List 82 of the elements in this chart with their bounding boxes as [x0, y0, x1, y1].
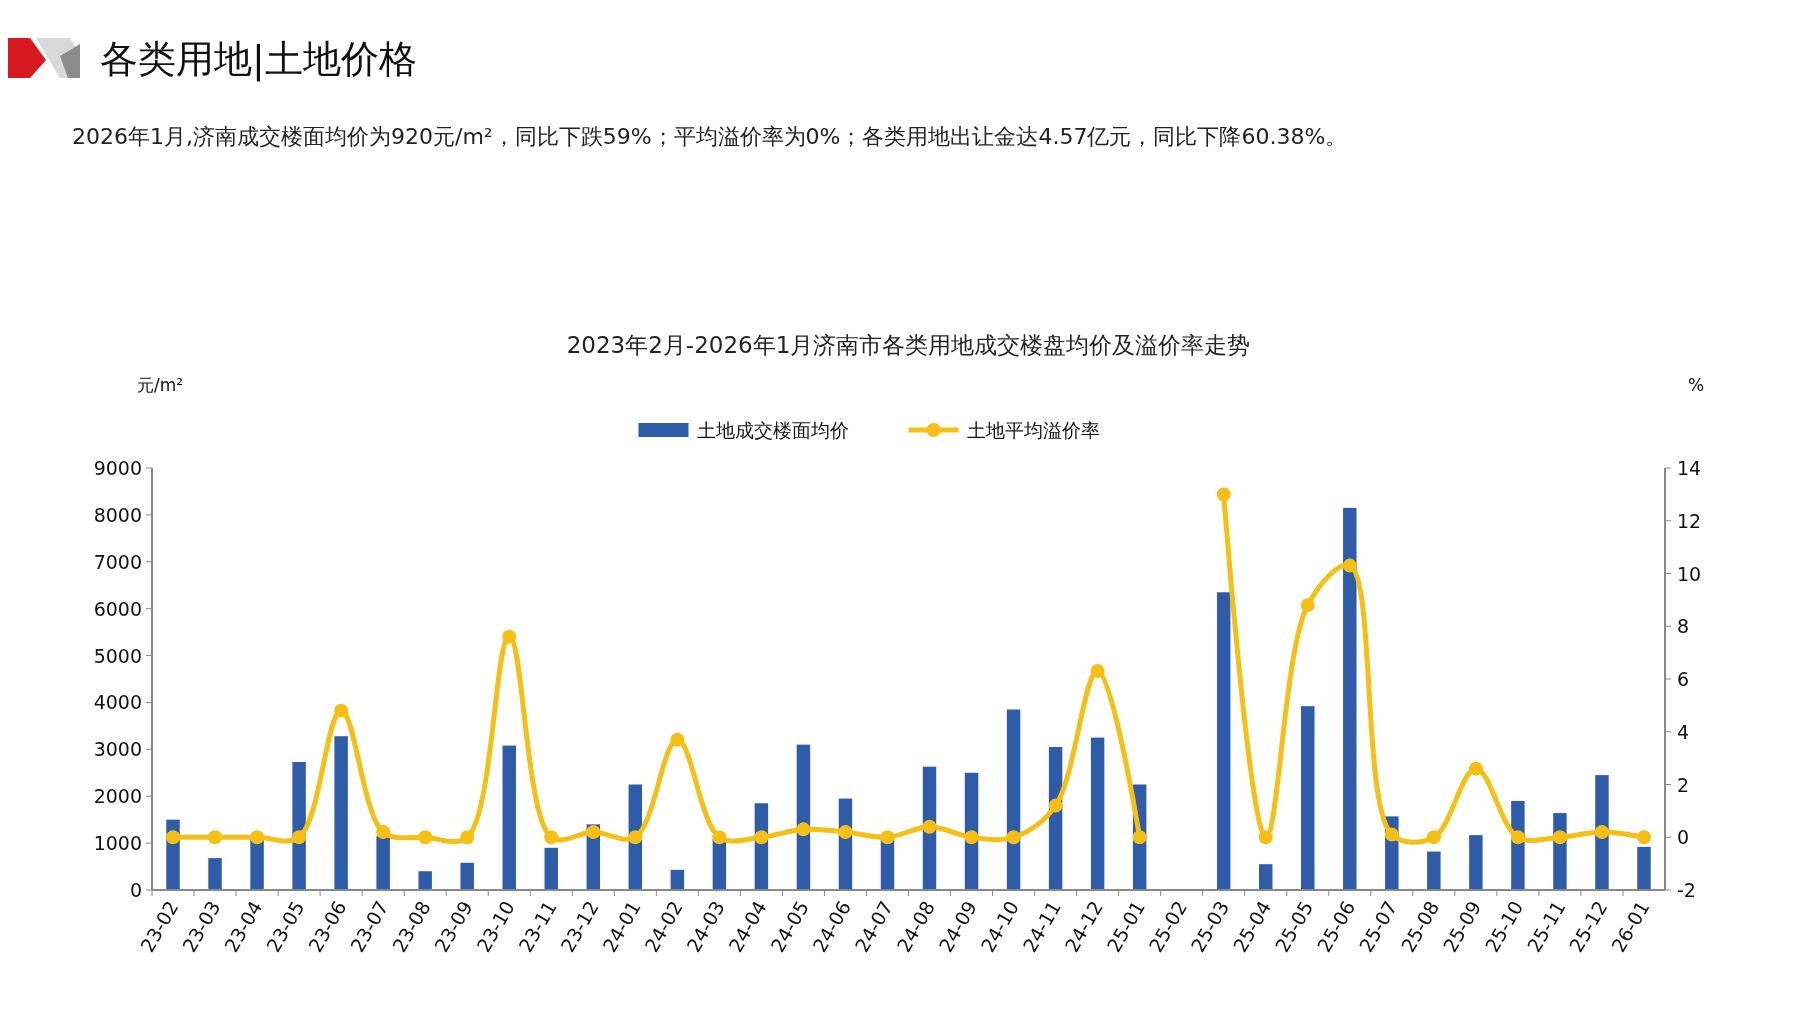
point: [670, 732, 685, 747]
point: [880, 830, 895, 845]
bar: [670, 869, 685, 890]
bar: [250, 839, 264, 890]
point: [1090, 664, 1105, 679]
point: [754, 830, 769, 845]
bar: [502, 745, 516, 890]
point: [1300, 598, 1315, 613]
bar: [1216, 592, 1231, 890]
bar: [1090, 737, 1105, 890]
bar: [208, 858, 222, 890]
bar: [376, 836, 390, 890]
point: [922, 819, 937, 834]
point: [1552, 830, 1567, 845]
bar: [292, 761, 306, 890]
bar: [1006, 709, 1021, 890]
y2-tick-label: 4: [1677, 720, 1690, 743]
y-tick-label: 7000: [93, 550, 142, 573]
y2-tick-label: 0: [1677, 826, 1690, 849]
point: [334, 703, 349, 718]
bar: [334, 736, 348, 890]
y2-tick-label: 6: [1677, 668, 1690, 690]
bar: [1259, 864, 1273, 890]
y2-tick-label: 8: [1677, 615, 1690, 638]
point: [418, 830, 433, 845]
y-tick-label: 6000: [93, 597, 142, 620]
point: [1006, 830, 1021, 845]
y-tick-label: 4000: [93, 691, 142, 714]
bar: [460, 862, 474, 890]
point: [1468, 761, 1483, 776]
point: [208, 830, 223, 845]
bar: [1637, 846, 1651, 890]
bar: [796, 744, 811, 890]
y-tick-label: 3000: [93, 738, 142, 761]
point: [292, 830, 307, 845]
point: [964, 830, 979, 845]
point: [628, 830, 643, 845]
y2-axis-title: %: [1687, 375, 1705, 395]
chart-subtitle: 2026年1月,济南成交楼面均价为920元/m²，同比下跌59%；平均溢价率为0%；各类用地出让金达4.57亿元，同比下降60.38%。: [72, 124, 1348, 149]
bar: [1427, 851, 1441, 890]
bar: [418, 871, 432, 890]
bar: [544, 847, 558, 890]
y2-tick-label: -2: [1677, 879, 1696, 901]
point: [586, 824, 601, 839]
point: [838, 824, 853, 839]
y2-tick-label: 14: [1677, 457, 1702, 479]
legend-label: 土地成交楼面均价: [696, 419, 849, 441]
point: [1636, 830, 1651, 845]
point: [460, 830, 475, 845]
y-tick-label: 5000: [93, 644, 142, 667]
bar: [1343, 507, 1357, 890]
point: [502, 629, 517, 644]
text: 各类用地|土地价格: [100, 37, 417, 82]
y-axis-title: 元/m²: [136, 375, 184, 395]
point: [1510, 830, 1525, 845]
y2-tick-label: 2: [1677, 773, 1690, 796]
bar: [964, 772, 979, 890]
bar: [1469, 835, 1483, 890]
point: [1342, 558, 1357, 573]
point: [166, 830, 181, 845]
point: [1384, 827, 1399, 842]
point: [1426, 830, 1441, 845]
y2-tick-label: 10: [1677, 562, 1702, 585]
y2-tick-label: 12: [1677, 509, 1702, 532]
point: [796, 822, 811, 837]
point: [1594, 824, 1609, 839]
chart-title: 2023年2月-2026年1月济南市各类用地成交楼盘均价及溢价率走势: [566, 332, 1251, 358]
point: [544, 830, 559, 845]
y-tick-label: 2000: [93, 785, 142, 808]
bar: [1301, 706, 1315, 890]
y-tick-label: 0: [129, 879, 142, 901]
point: [1258, 830, 1273, 845]
point: [712, 830, 727, 845]
point: [1216, 487, 1231, 502]
legend-label: 土地平均溢价率: [966, 419, 1100, 441]
y-tick-label: 9000: [93, 457, 142, 479]
y-tick-label: 1000: [93, 832, 142, 855]
y-tick-label: 8000: [93, 503, 142, 526]
point: [1132, 830, 1147, 845]
point: [250, 830, 265, 845]
point: [1048, 798, 1063, 813]
point: [376, 824, 391, 839]
